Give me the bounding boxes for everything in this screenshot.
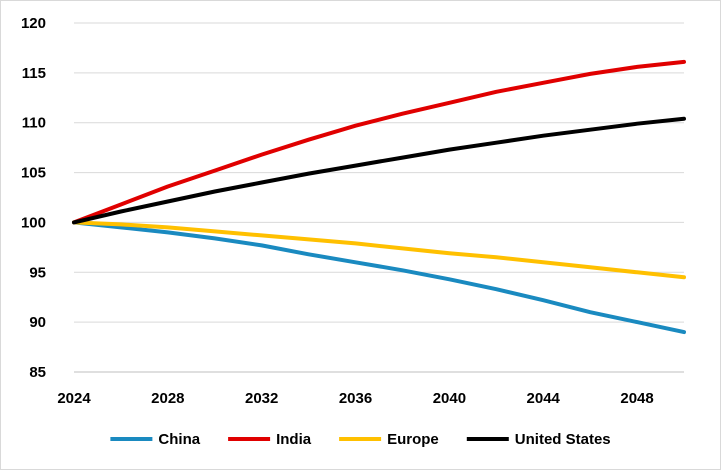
y-tick-label: 110 (22, 115, 46, 132)
y-tick-label: 100 (21, 214, 46, 231)
y-tick-label: 120 (21, 15, 46, 32)
y-tick-label: 90 (29, 314, 46, 331)
legend: China India Europe United States (110, 431, 611, 448)
series-line-china (72, 220, 686, 335)
legend-item: China (110, 431, 201, 448)
series-line-europe (72, 220, 686, 280)
legend-item: Europe (339, 431, 439, 448)
x-tick-label: 2028 (151, 390, 184, 407)
y-tick-label: 105 (21, 165, 46, 182)
x-tick-label: 2040 (433, 390, 466, 407)
legend-item: India (228, 431, 312, 448)
x-tick-label: 2036 (339, 390, 372, 407)
x-tick-label: 2048 (620, 390, 653, 407)
y-tick-label: 115 (22, 65, 46, 82)
x-tick-label: 2032 (245, 390, 278, 407)
gridlines (74, 22, 684, 323)
y-tick-labels: 85 90 95 100 105 110 115 120 (21, 15, 46, 381)
y-tick-label: 85 (29, 364, 46, 381)
legend-label: India (276, 431, 312, 448)
legend-item: United States (466, 431, 611, 448)
legend-label: China (158, 431, 200, 448)
legend-label: Europe (387, 431, 439, 448)
legend-label: United States (515, 431, 611, 448)
series-lines (72, 59, 686, 335)
series-line-india (72, 59, 686, 225)
x-tick-labels: 2024 2028 2032 2036 2040 2044 2048 (57, 390, 653, 407)
series-line-united-states (72, 116, 686, 225)
y-tick-label: 95 (29, 264, 46, 281)
x-tick-label: 2044 (527, 390, 561, 407)
x-tick-label: 2024 (57, 390, 91, 407)
